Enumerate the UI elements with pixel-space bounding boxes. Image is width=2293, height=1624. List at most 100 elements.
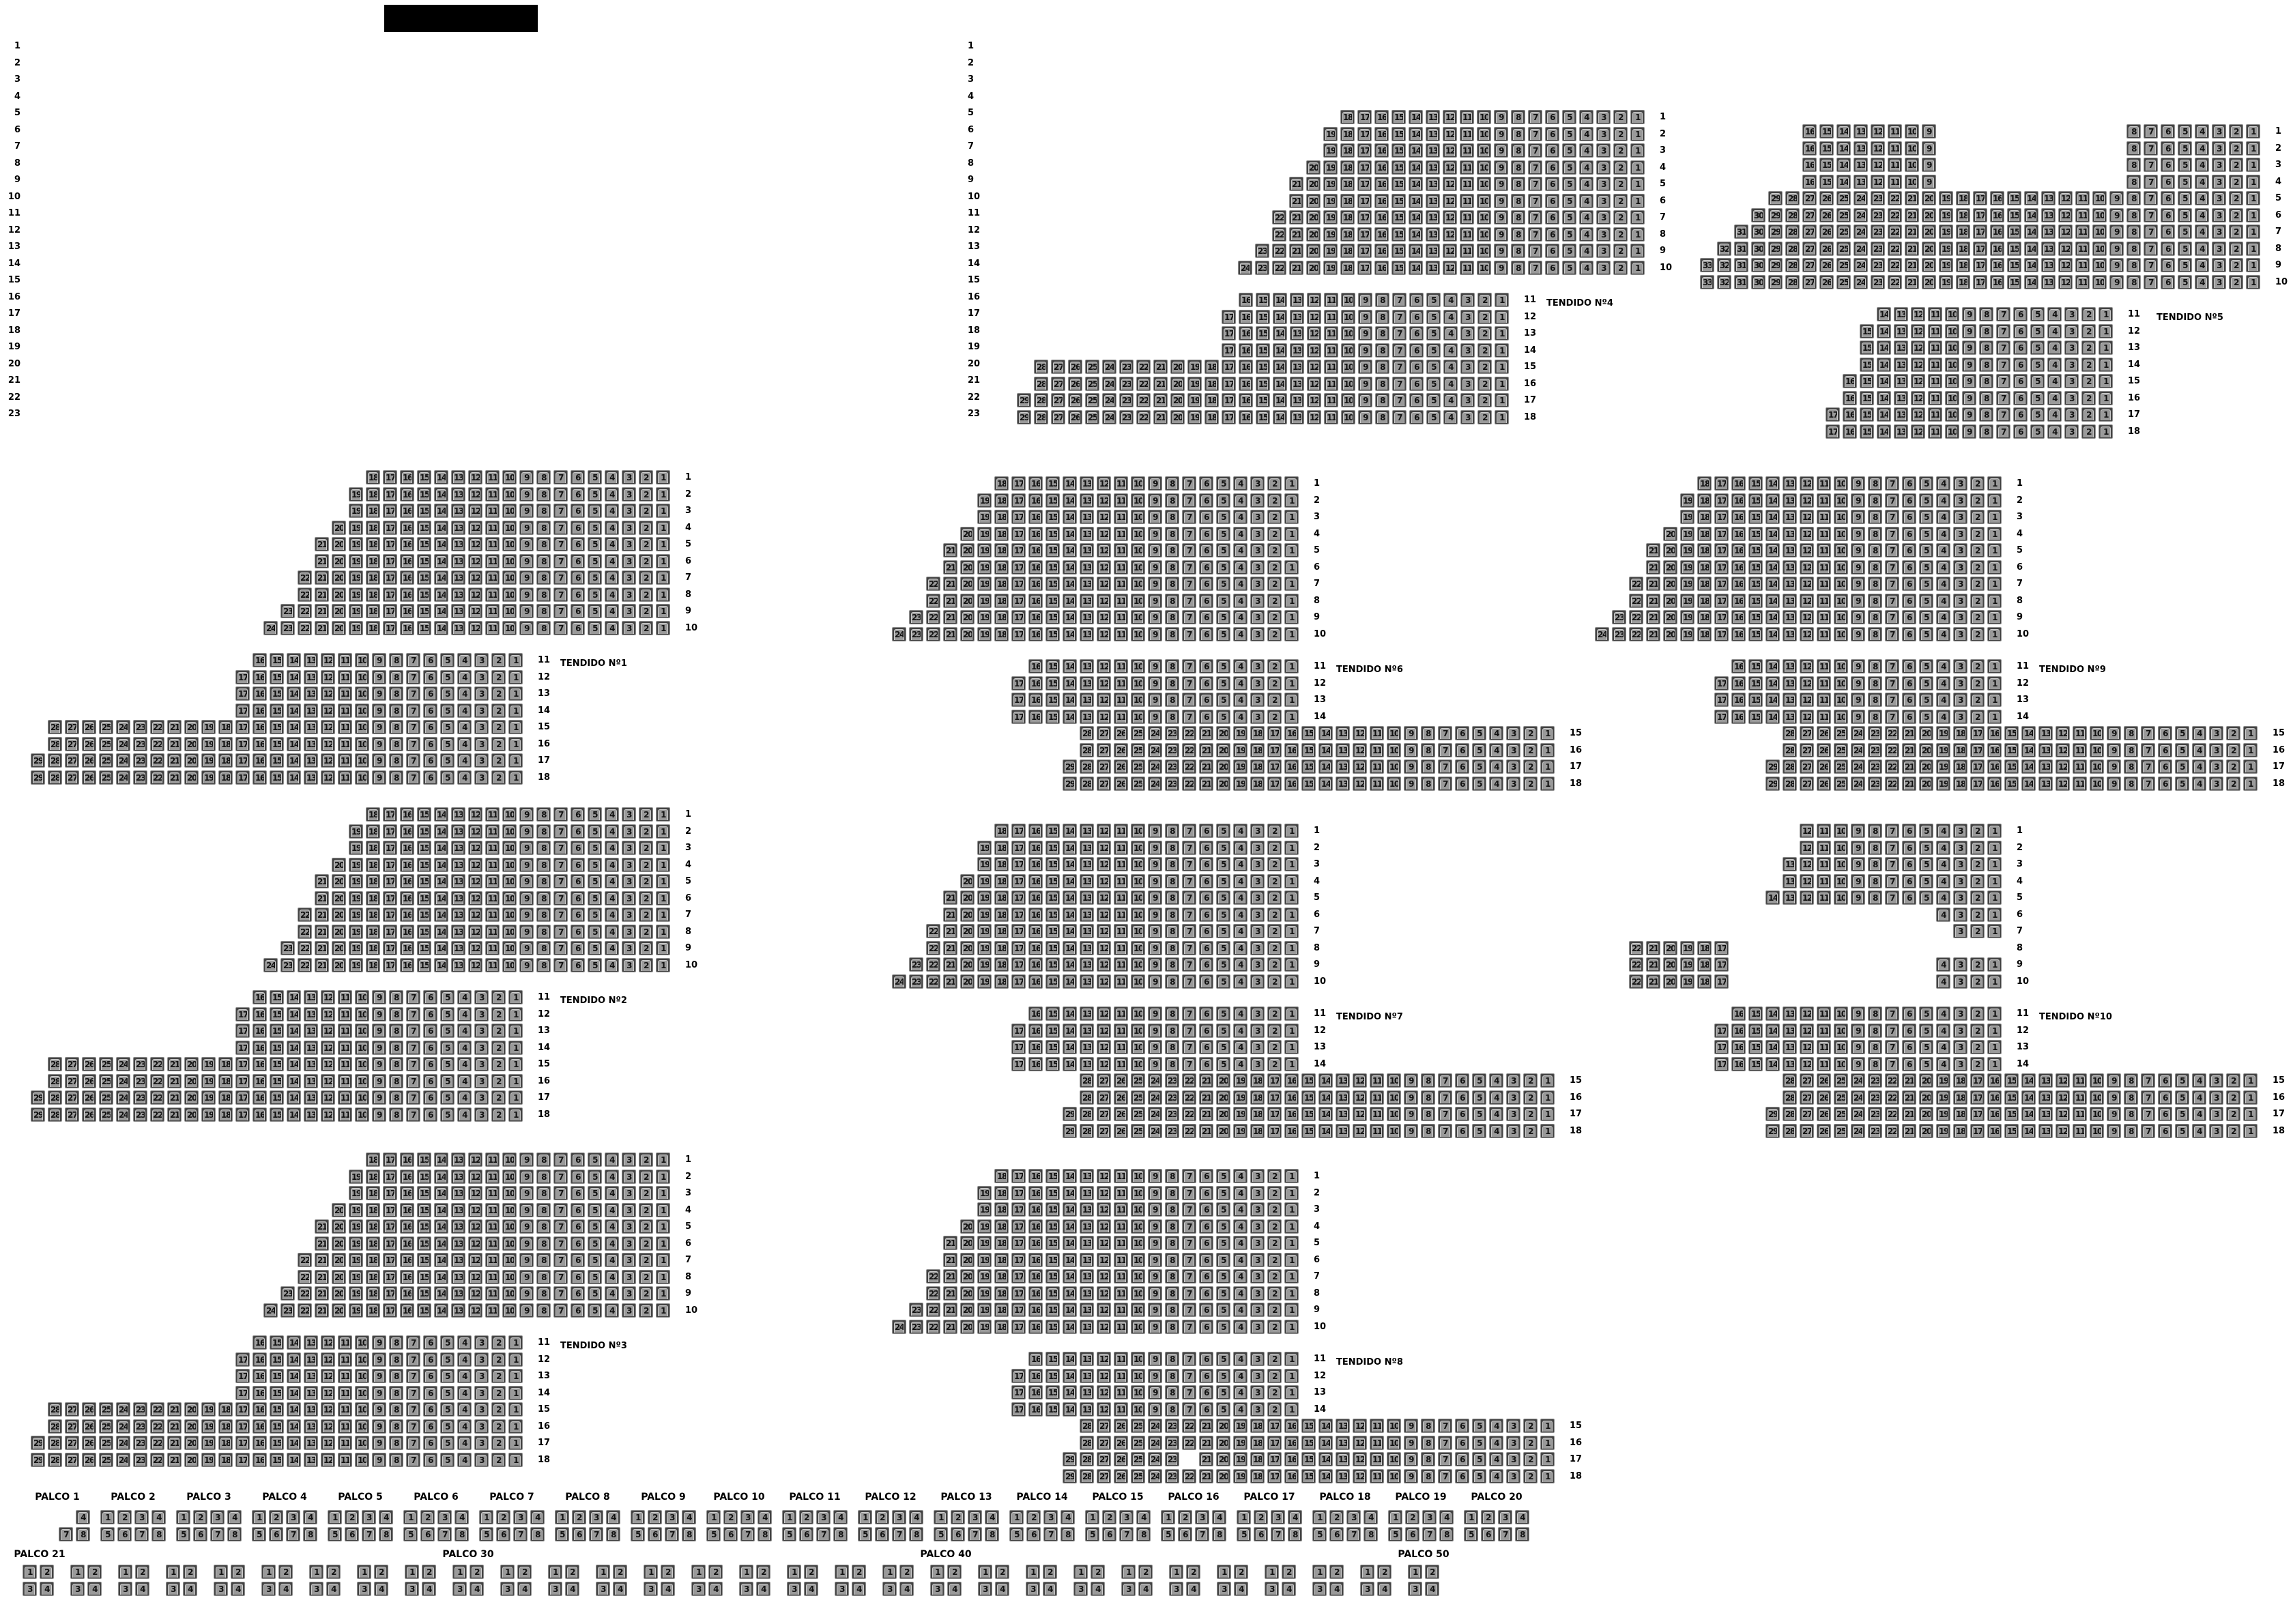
- seat[interactable]: 11: [338, 990, 352, 1004]
- seat[interactable]: 28: [1785, 258, 1800, 272]
- seat[interactable]: 13: [304, 753, 318, 768]
- seat[interactable]: 3: [816, 1510, 831, 1524]
- seat[interactable]: 4: [1936, 1056, 1950, 1071]
- seat[interactable]: 3: [2212, 258, 2226, 272]
- seat[interactable]: 9: [2109, 274, 2124, 289]
- seat[interactable]: 18: [366, 857, 380, 872]
- seat[interactable]: 15: [1748, 560, 1763, 575]
- seat[interactable]: 23: [133, 1402, 147, 1417]
- seat[interactable]: 1: [1630, 227, 1645, 242]
- seat[interactable]: 2: [1613, 244, 1628, 258]
- seat[interactable]: 3: [1250, 1185, 1265, 1200]
- seat[interactable]: 18: [1956, 207, 1970, 222]
- seat[interactable]: 10: [2092, 274, 2107, 289]
- seat[interactable]: 23: [1612, 626, 1626, 641]
- seat[interactable]: 27: [1097, 776, 1111, 791]
- seat[interactable]: 24: [892, 974, 906, 989]
- seat[interactable]: 6: [2013, 323, 2028, 338]
- seat[interactable]: 1: [479, 1510, 493, 1524]
- seat[interactable]: 18: [1953, 759, 1967, 774]
- seat[interactable]: 11: [338, 1024, 352, 1038]
- seat[interactable]: 18: [366, 1219, 380, 1234]
- seat[interactable]: 20: [332, 874, 346, 888]
- seat[interactable]: 8: [1165, 1402, 1179, 1417]
- seat[interactable]: 1: [656, 824, 670, 839]
- seat[interactable]: 5: [1216, 659, 1230, 673]
- seat[interactable]: 9: [372, 1057, 386, 1071]
- seat[interactable]: 7: [1182, 709, 1196, 724]
- seat[interactable]: 2: [1267, 1023, 1282, 1038]
- seat[interactable]: 12: [1800, 476, 1814, 491]
- seat[interactable]: 1: [1540, 1435, 1555, 1450]
- seat[interactable]: 3: [1250, 593, 1265, 608]
- seat[interactable]: 4: [1233, 1402, 1248, 1417]
- seat[interactable]: 19: [1233, 1073, 1248, 1088]
- seat[interactable]: 2: [1477, 343, 1492, 358]
- seat[interactable]: 15: [1301, 1419, 1316, 1433]
- seat[interactable]: 12: [1097, 1269, 1111, 1284]
- seat[interactable]: 18: [994, 526, 1009, 541]
- seat[interactable]: 15: [1045, 857, 1060, 871]
- seat[interactable]: 19: [1323, 177, 1338, 191]
- seat[interactable]: 21: [167, 1452, 182, 1467]
- seat[interactable]: 6: [1902, 1056, 1916, 1071]
- seat[interactable]: 18: [1953, 726, 1967, 740]
- seat[interactable]: 11: [1370, 1090, 1384, 1105]
- seat[interactable]: 14: [287, 1436, 301, 1450]
- seat[interactable]: 7: [406, 1452, 420, 1467]
- seat[interactable]: 21: [167, 1402, 182, 1417]
- seat[interactable]: 24: [1148, 1073, 1162, 1088]
- seat[interactable]: 5: [440, 669, 455, 684]
- seat[interactable]: 15: [1256, 409, 1270, 424]
- seat[interactable]: 1: [706, 1510, 721, 1524]
- seat[interactable]: 10: [1834, 824, 1848, 838]
- seat[interactable]: 15: [417, 553, 431, 568]
- seat[interactable]: 11: [1460, 160, 1474, 175]
- seat[interactable]: 3: [1250, 974, 1265, 989]
- seat[interactable]: 10: [502, 604, 517, 618]
- seat[interactable]: 9: [372, 1452, 386, 1467]
- seat[interactable]: 1: [1540, 759, 1555, 774]
- seat[interactable]: 25: [1085, 393, 1099, 407]
- seat[interactable]: 8: [2124, 1107, 2138, 1121]
- seat[interactable]: 5: [588, 470, 602, 484]
- seat[interactable]: 6: [496, 1527, 510, 1541]
- seat[interactable]: 5: [1919, 857, 1933, 871]
- seat[interactable]: 6: [1199, 857, 1213, 871]
- seat[interactable]: 16: [400, 957, 414, 972]
- seat[interactable]: 8: [1165, 974, 1179, 989]
- seat[interactable]: 1: [1987, 510, 2002, 524]
- seat[interactable]: 22: [298, 941, 312, 955]
- seat[interactable]: 5: [1216, 543, 1230, 557]
- seat[interactable]: 15: [1301, 1435, 1316, 1450]
- seat[interactable]: 26: [1068, 393, 1082, 407]
- seat[interactable]: 3: [1953, 610, 1967, 624]
- seat[interactable]: 7: [1528, 160, 1542, 175]
- seat[interactable]: 21: [1153, 393, 1168, 407]
- seat[interactable]: 4: [1515, 1510, 1529, 1524]
- seat[interactable]: 22: [1182, 742, 1196, 757]
- seat[interactable]: 21: [315, 587, 329, 602]
- seat[interactable]: 11: [338, 1419, 352, 1434]
- seat[interactable]: 1: [1987, 1056, 2002, 1071]
- seat[interactable]: 3: [2209, 759, 2223, 774]
- seat[interactable]: 13: [304, 736, 318, 751]
- seat[interactable]: 13: [1854, 124, 1868, 139]
- seat[interactable]: 2: [947, 1565, 962, 1579]
- seat[interactable]: 6: [1102, 1527, 1116, 1541]
- seat[interactable]: 16: [1987, 776, 2002, 791]
- seat[interactable]: 5: [440, 1057, 455, 1071]
- seat[interactable]: 17: [1267, 742, 1282, 757]
- seat[interactable]: 8: [1868, 676, 1882, 691]
- seat[interactable]: 13: [304, 1073, 318, 1088]
- seat[interactable]: 8: [1511, 177, 1525, 191]
- seat[interactable]: 3: [1250, 543, 1265, 557]
- seat[interactable]: 1: [2099, 307, 2113, 321]
- seat[interactable]: 17: [1714, 493, 1729, 508]
- seat[interactable]: 7: [1885, 709, 1899, 724]
- seat[interactable]: 19: [1233, 1123, 1248, 1138]
- seat[interactable]: 10: [1341, 376, 1355, 391]
- seat[interactable]: 9: [372, 1107, 386, 1122]
- seat[interactable]: 3: [882, 1582, 897, 1596]
- seat[interactable]: 18: [1340, 110, 1355, 124]
